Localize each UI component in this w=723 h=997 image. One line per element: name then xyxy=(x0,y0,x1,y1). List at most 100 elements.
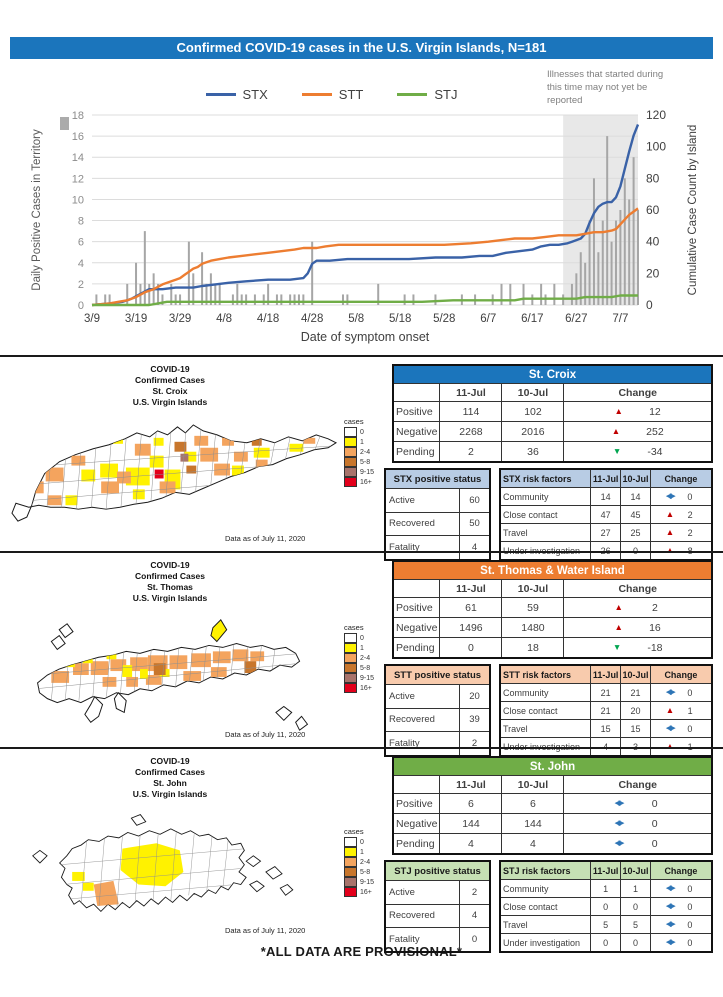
col-header: 11-Jul xyxy=(439,579,503,598)
col-header: 10-Jul xyxy=(620,468,651,488)
legend-label: 2-4 xyxy=(360,448,371,456)
svg-text:5/28: 5/28 xyxy=(433,313,455,325)
stt-tables: St. Thomas & Water Island 11-Jul 10-Jul … xyxy=(384,553,723,757)
map-legend-entry: 1 xyxy=(344,643,386,653)
legend-label: STT xyxy=(338,87,364,102)
row-label: Recovered xyxy=(384,707,460,733)
daily-cases-bar xyxy=(231,294,234,305)
legend-swatch xyxy=(344,663,357,673)
change-same-icon: ◀▶ xyxy=(666,493,675,500)
table-row: Recovered 50 xyxy=(384,511,491,537)
change-value: -18 xyxy=(647,641,663,654)
change-value: 0 xyxy=(687,919,693,930)
change-cell: ◀▶ 0 xyxy=(649,897,713,916)
change-value: 16 xyxy=(649,621,661,634)
row-label: Community xyxy=(499,879,592,898)
stx-tables: St. Croix 11-Jul 10-Jul Change Positive 1… xyxy=(384,357,723,561)
svg-text:8: 8 xyxy=(78,216,84,228)
change-same-icon: ◀▶ xyxy=(666,939,675,946)
legend-label: 0 xyxy=(360,838,364,846)
x-axis-title: Date of symptom onset xyxy=(301,330,430,344)
row-value: 60 xyxy=(459,488,491,513)
change-value: 2 xyxy=(687,527,693,538)
table-row: Active 2 xyxy=(384,880,491,905)
map-title-line: Confirmed Cases xyxy=(135,375,205,386)
daily-cases-bar xyxy=(403,294,406,305)
stj-summary-table: St. John 11-Jul 10-Jul Change Positive 6 6… xyxy=(392,756,713,855)
col-header: 11-Jul xyxy=(590,468,622,488)
map-legend-entry: 0 xyxy=(344,837,386,847)
row-label: Active xyxy=(384,488,460,513)
value-10jul: 4 xyxy=(501,833,565,855)
value-10jul: 21 xyxy=(620,683,651,702)
stt-map-title: COVID-19 Confirmed Cases St. Thomas U.S.… xyxy=(0,560,340,604)
legend-swatch xyxy=(344,437,357,447)
change-up-icon: ▲ xyxy=(611,426,621,437)
row-label: Positive xyxy=(392,793,441,814)
daily-cases-bar xyxy=(104,294,107,305)
stt-risk-factors-table: STT risk factors 11-Jul 10-Jul Change Co… xyxy=(499,664,713,757)
value-10jul: 20 xyxy=(620,701,651,720)
change-cell: ▲ 16 xyxy=(563,617,713,638)
value-11jul: 0 xyxy=(590,897,622,916)
row-label: Negative xyxy=(392,617,441,638)
table-row: Positive 6 6 ◀▶ 0 xyxy=(392,793,713,814)
daily-cases-bar xyxy=(597,252,600,305)
daily-cases-bar xyxy=(262,294,265,305)
table-title: STT risk factors xyxy=(499,664,592,684)
row-label: Travel xyxy=(499,719,592,738)
stx-summary-table: St. Croix 11-Jul 10-Jul Change Positive 1… xyxy=(392,364,713,463)
legend-label: 2-4 xyxy=(360,858,371,866)
page-title-banner: Confirmed COVID-19 cases in the U.S. Vir… xyxy=(10,37,713,59)
table-row: Close contact 0 0 ◀▶ 0 xyxy=(499,897,713,916)
table-row: Under investigation 0 0 ◀▶ 0 xyxy=(499,933,713,953)
map-legend-title: cases xyxy=(344,623,364,632)
row-label: Positive xyxy=(392,597,441,618)
change-up-icon: ▲ xyxy=(614,406,623,417)
value-11jul: 21 xyxy=(590,683,622,702)
daily-cases-bar xyxy=(192,273,195,305)
daily-cases-bar xyxy=(434,294,437,305)
row-label: Close contact xyxy=(499,701,592,720)
series-line-STX xyxy=(91,124,640,307)
row-label: Close contact xyxy=(499,505,592,524)
map-title-line: St. Thomas xyxy=(147,582,193,593)
legend-label: 2-4 xyxy=(360,654,371,662)
row-value: 39 xyxy=(459,707,491,733)
value-10jul: 25 xyxy=(620,523,651,542)
change-cell: ▲ 2 xyxy=(563,597,713,618)
value-11jul: 26 xyxy=(590,541,622,561)
change-same-icon: ◀▶ xyxy=(666,921,675,928)
table-row: Community 14 14 ◀▶ 0 xyxy=(499,487,713,506)
stj-line-swatch xyxy=(397,93,428,96)
change-value: -34 xyxy=(647,445,663,458)
change-value: 1 xyxy=(687,741,693,752)
legend-swatch xyxy=(344,427,357,437)
legend-label: 5-8 xyxy=(360,664,371,672)
svg-text:7/7: 7/7 xyxy=(612,313,628,325)
table-row: Under investigation 26 0 ▲ 8 xyxy=(499,541,713,561)
daily-cases-bar xyxy=(240,294,243,305)
change-value: 0 xyxy=(651,837,658,850)
unreported-note: Illnesses that started during this time … xyxy=(547,69,664,106)
value-11jul: 0 xyxy=(590,933,622,953)
daily-cases-bar xyxy=(623,178,626,305)
col-header: Change xyxy=(649,860,713,880)
map-legend-entry: 5-8 xyxy=(344,663,386,673)
daily-cases-bar xyxy=(143,231,146,305)
table-title: St. Croix xyxy=(392,364,713,384)
change-cell: ◀▶ 0 xyxy=(649,487,713,506)
daily-cases-bar xyxy=(157,283,160,305)
change-up-icon: ▲ xyxy=(665,545,675,556)
daily-cases-bar xyxy=(148,283,151,305)
change-cell: ▼ -18 xyxy=(563,637,713,659)
st-thomas-choropleth-map xyxy=(37,619,309,732)
stx-positive-status-table: STX positive status Active 60 Recovered 50 F… xyxy=(384,468,491,561)
change-cell: ◀▶ 0 xyxy=(649,933,713,953)
legend-label: 5-8 xyxy=(360,458,371,466)
change-same-icon: ◀▶ xyxy=(666,689,675,696)
col-header: 10-Jul xyxy=(501,579,565,598)
col-header: 11-Jul xyxy=(439,775,503,794)
daily-cases-bar xyxy=(302,294,305,305)
stx-map-legend: cases 0 1 2-4 5-8 9-15 16+ xyxy=(344,417,386,487)
